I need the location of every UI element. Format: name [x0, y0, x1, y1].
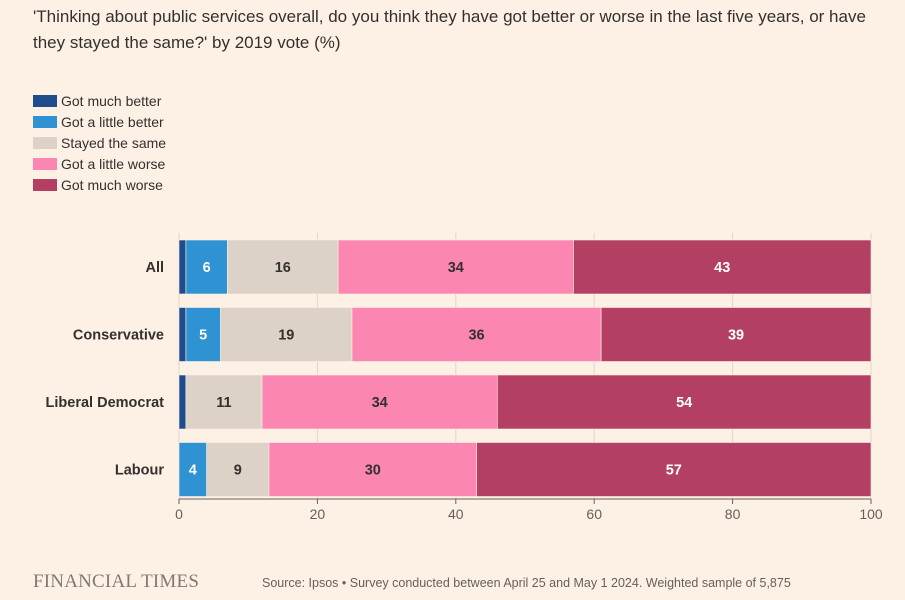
- data-label: 19: [278, 328, 294, 344]
- x-tick-label: 100: [859, 506, 883, 522]
- ft-logo: FINANCIAL TIMES: [33, 571, 200, 592]
- bar-segment: [178, 442, 207, 497]
- x-tick-label: 60: [586, 506, 602, 522]
- bar-segment: [178, 307, 187, 362]
- data-label: 30: [365, 463, 381, 479]
- legend-label: Got a little worse: [61, 155, 166, 172]
- data-label: 36: [468, 328, 484, 344]
- legend-item-same: Stayed the same: [33, 132, 166, 153]
- data-label: 9: [234, 463, 242, 479]
- bar-segment: [573, 239, 872, 295]
- category-label: All: [145, 260, 164, 276]
- source-note: Source: Ipsos • Survey conducted between…: [262, 576, 791, 590]
- x-tick-label: 40: [448, 506, 464, 522]
- bar-segment: [600, 307, 872, 362]
- legend-item-little-better: Got a little better: [33, 111, 166, 132]
- legend-item-much-worse: Got much worse: [33, 174, 166, 195]
- legend: Got much better Got a little better Stay…: [33, 90, 166, 195]
- bar-segment: [178, 374, 187, 430]
- data-label: 39: [728, 328, 744, 344]
- data-label: 6: [203, 260, 211, 276]
- legend-item-little-worse: Got a little worse: [33, 153, 166, 174]
- legend-label: Got much better: [61, 92, 162, 109]
- data-label: 4: [189, 463, 197, 479]
- data-label: 43: [714, 260, 730, 276]
- legend-swatch-same: [33, 136, 57, 149]
- x-tick-label: 80: [725, 506, 741, 522]
- bar-segment: [261, 374, 498, 430]
- data-label: 11: [216, 395, 231, 411]
- category-label: Conservative: [73, 328, 164, 344]
- bar-segment: [178, 239, 187, 295]
- data-label: 57: [666, 463, 682, 479]
- legend-item-much-better: Got much better: [33, 90, 166, 111]
- bar-segment: [206, 442, 270, 497]
- legend-swatch-little-better: [33, 115, 57, 128]
- legend-swatch-much-better: [33, 94, 57, 107]
- legend-label: Stayed the same: [61, 134, 167, 151]
- category-label: Liberal Democrat: [46, 395, 165, 411]
- data-label: 16: [275, 260, 291, 276]
- data-label: 34: [372, 395, 388, 411]
- stacked-bar-chart: All 6 16 34 43 Conservative 5 19 36 39 Liberal Dem…: [46, 233, 883, 522]
- bar-segment: [497, 374, 872, 430]
- data-label: 34: [448, 260, 464, 276]
- bar-segment: [351, 307, 602, 362]
- legend-label: Got much worse: [61, 176, 163, 193]
- x-tick-label: 20: [310, 506, 326, 522]
- legend-swatch-much-worse: [33, 178, 57, 191]
- bar-segment: [185, 307, 221, 362]
- bar-segment: [268, 442, 477, 497]
- bar-segment: [185, 374, 263, 430]
- chart-title: 'Thinking about public services overall,…: [33, 7, 866, 52]
- category-label: Labour: [115, 463, 164, 479]
- bar-segment: [185, 239, 228, 295]
- data-label: 5: [199, 328, 207, 344]
- bar-segment: [476, 442, 872, 497]
- bar-segment: [337, 239, 574, 295]
- legend-label: Got a little better: [61, 113, 164, 130]
- x-tick-label: 0: [175, 506, 183, 522]
- data-label: 54: [676, 395, 692, 411]
- legend-swatch-little-worse: [33, 157, 57, 170]
- bar-segment: [220, 307, 353, 362]
